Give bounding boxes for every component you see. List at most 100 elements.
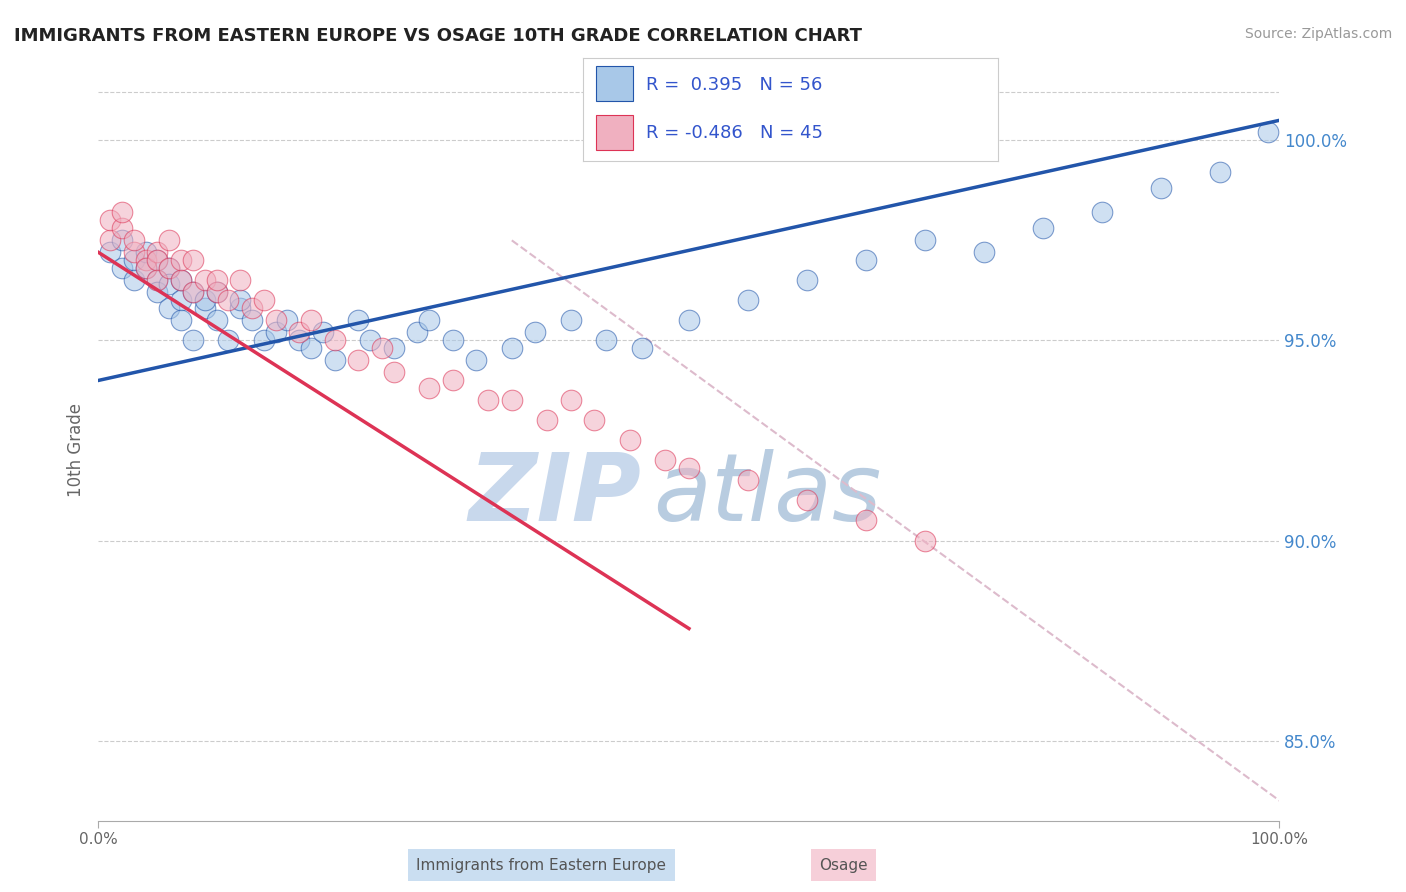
Point xyxy=(1209,165,1232,179)
Point xyxy=(205,273,228,287)
Text: atlas: atlas xyxy=(654,450,882,541)
Point xyxy=(501,342,523,356)
Point xyxy=(229,293,252,308)
Point xyxy=(135,261,157,276)
Point xyxy=(630,342,652,356)
Point xyxy=(194,273,217,287)
Point xyxy=(111,261,134,276)
Point xyxy=(157,277,180,292)
Text: Immigrants from Eastern Europe: Immigrants from Eastern Europe xyxy=(416,858,666,872)
Point xyxy=(418,381,440,395)
Point xyxy=(157,261,180,276)
Point xyxy=(122,245,145,260)
Text: IMMIGRANTS FROM EASTERN EUROPE VS OSAGE 10TH GRADE CORRELATION CHART: IMMIGRANTS FROM EASTERN EUROPE VS OSAGE … xyxy=(14,27,862,45)
Point xyxy=(181,334,204,348)
Point xyxy=(111,221,134,235)
Point xyxy=(111,205,134,219)
Point xyxy=(135,253,157,268)
Point xyxy=(595,334,617,348)
Point xyxy=(181,253,204,268)
Point xyxy=(146,253,169,268)
Point xyxy=(371,342,394,356)
Point xyxy=(560,393,582,408)
Point xyxy=(111,233,134,247)
Point xyxy=(737,293,759,308)
Point xyxy=(253,293,276,308)
Point xyxy=(264,326,287,340)
Point xyxy=(796,273,818,287)
Point xyxy=(146,253,169,268)
Point xyxy=(347,353,370,368)
Point xyxy=(135,261,157,276)
Point xyxy=(122,253,145,268)
Point xyxy=(1150,181,1173,195)
Point xyxy=(441,334,464,348)
Bar xyxy=(596,66,633,101)
Point xyxy=(441,373,464,387)
Point xyxy=(524,326,547,340)
Point xyxy=(855,253,877,268)
Point xyxy=(536,413,558,427)
Y-axis label: 10th Grade: 10th Grade xyxy=(66,403,84,498)
Point xyxy=(217,293,239,308)
Text: Source: ZipAtlas.com: Source: ZipAtlas.com xyxy=(1244,27,1392,41)
Point xyxy=(560,313,582,327)
Point xyxy=(347,313,370,327)
Point xyxy=(122,273,145,287)
Point xyxy=(382,342,405,356)
Point xyxy=(170,273,193,287)
Point xyxy=(465,353,488,368)
Bar xyxy=(596,115,633,150)
Point xyxy=(181,285,204,300)
Point xyxy=(135,245,157,260)
Point xyxy=(205,313,228,327)
Point xyxy=(737,474,759,488)
Point xyxy=(98,245,121,260)
Point xyxy=(299,313,322,327)
Point xyxy=(194,293,217,308)
Point xyxy=(253,334,276,348)
Point xyxy=(229,273,252,287)
Point xyxy=(359,334,381,348)
Point xyxy=(146,273,169,287)
Point xyxy=(418,313,440,327)
Text: R =  0.395   N = 56: R = 0.395 N = 56 xyxy=(645,76,823,94)
Point xyxy=(855,514,877,528)
Point xyxy=(170,273,193,287)
Point xyxy=(678,313,700,327)
Point xyxy=(678,461,700,475)
Point xyxy=(276,313,298,327)
Point xyxy=(914,233,936,247)
Point xyxy=(264,313,287,327)
Point xyxy=(654,453,676,467)
Point xyxy=(501,393,523,408)
Point xyxy=(146,273,169,287)
Point xyxy=(796,493,818,508)
Point xyxy=(229,301,252,316)
Point xyxy=(157,261,180,276)
Text: ZIP: ZIP xyxy=(468,449,641,541)
Point xyxy=(973,245,995,260)
Point xyxy=(205,285,228,300)
Point xyxy=(146,245,169,260)
Point xyxy=(98,233,121,247)
Point xyxy=(170,253,193,268)
Point xyxy=(98,213,121,227)
Point xyxy=(382,366,405,380)
Point xyxy=(312,326,335,340)
Point xyxy=(914,533,936,548)
Point xyxy=(1091,205,1114,219)
Point xyxy=(288,326,311,340)
Point xyxy=(181,285,204,300)
Point xyxy=(194,301,217,316)
Point xyxy=(122,233,145,247)
Point xyxy=(406,326,429,340)
Point xyxy=(1032,221,1054,235)
Point xyxy=(170,313,193,327)
Point xyxy=(157,301,180,316)
Point xyxy=(205,285,228,300)
Point xyxy=(288,334,311,348)
Point xyxy=(323,353,346,368)
Text: R = -0.486   N = 45: R = -0.486 N = 45 xyxy=(645,124,823,142)
Point xyxy=(1257,125,1279,139)
